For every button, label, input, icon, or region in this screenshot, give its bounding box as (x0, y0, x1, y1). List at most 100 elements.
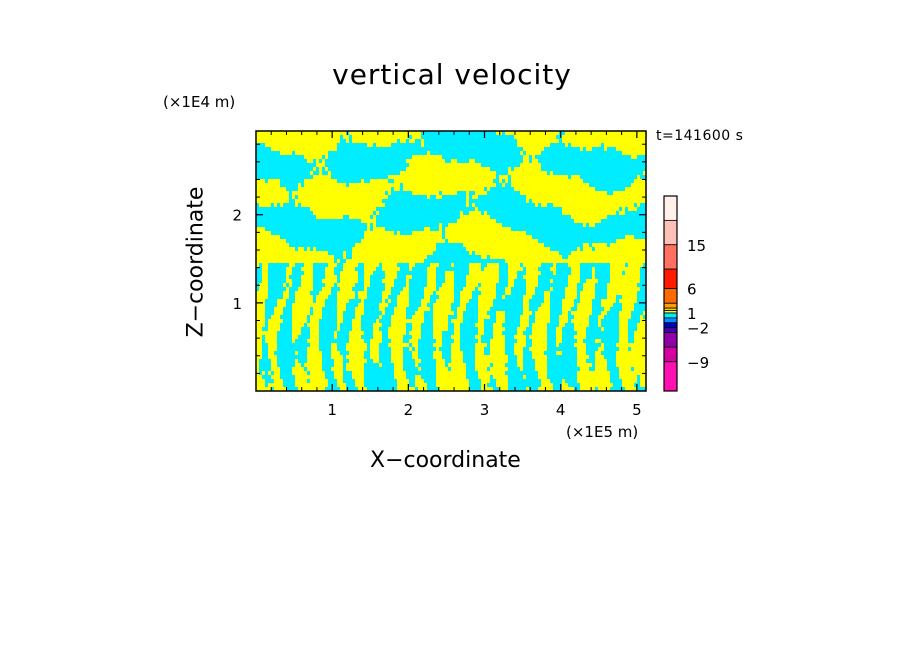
field-cell (337, 159, 341, 164)
field-cell (565, 135, 569, 140)
field-cell (580, 155, 584, 160)
field-cell (421, 227, 425, 232)
field-cell (442, 139, 446, 144)
field-cell (478, 259, 482, 264)
field-cell (394, 215, 398, 220)
field-cell (337, 275, 341, 280)
field-cell (643, 139, 646, 144)
field-cell (631, 223, 635, 228)
field-cell (298, 207, 302, 212)
field-cell (364, 163, 368, 168)
field-cell (268, 131, 272, 136)
field-cell (388, 179, 392, 184)
field-cell (334, 151, 338, 156)
field-cell (541, 219, 545, 224)
field-cell (343, 199, 347, 204)
field-cell (604, 167, 608, 172)
field-cell (364, 215, 368, 220)
field-cell (289, 259, 293, 264)
field-cell (526, 147, 530, 152)
field-cell (604, 199, 608, 204)
field-cell (523, 243, 527, 248)
field-cell (283, 263, 287, 268)
field-cell (382, 267, 386, 272)
field-cell (274, 275, 278, 280)
field-cell (499, 219, 503, 224)
field-cell (427, 199, 431, 204)
field-cell (340, 263, 344, 268)
field-cell (535, 191, 539, 196)
field-cell (565, 259, 569, 264)
field-cell (574, 179, 578, 184)
field-cell (448, 135, 452, 140)
field-cell (577, 155, 581, 160)
field-cell (349, 275, 353, 280)
field-cell (379, 187, 383, 192)
field-cell (514, 279, 518, 284)
field-cell (310, 199, 314, 204)
field-cell (553, 139, 557, 144)
field-cell (325, 251, 329, 256)
field-cell (556, 239, 560, 244)
field-cell (538, 183, 542, 188)
field-cell (352, 167, 356, 172)
field-cell (475, 259, 479, 264)
field-cell (463, 207, 467, 212)
field-cell (256, 251, 260, 256)
field-cell (514, 195, 518, 200)
field-cell (385, 275, 389, 280)
field-cell (520, 251, 524, 256)
field-cell (604, 151, 608, 156)
field-cell (610, 167, 614, 172)
field-cell (283, 275, 287, 280)
field-cell (277, 275, 281, 280)
field-cell (523, 159, 527, 164)
field-cell (334, 263, 338, 268)
field-cell (550, 279, 554, 284)
field-cell (448, 199, 452, 204)
field-cell (304, 171, 308, 176)
field-cell (598, 199, 602, 204)
field-cell (400, 159, 404, 164)
field-cell (421, 271, 425, 276)
field-cell (451, 163, 455, 168)
field-cell (532, 247, 536, 252)
field-cell (544, 163, 548, 168)
field-cell (640, 211, 644, 216)
field-cell (544, 251, 548, 256)
field-cell (568, 215, 572, 220)
field-cell (487, 171, 491, 176)
field-cell (331, 159, 335, 164)
field-cell (310, 219, 314, 224)
field-cell (475, 131, 479, 136)
field-cell (460, 239, 464, 244)
field-cell (322, 171, 326, 176)
field-cell (460, 167, 464, 172)
field-cell (268, 199, 272, 204)
field-cell (283, 227, 287, 232)
field-cell (394, 155, 398, 160)
field-cell (349, 131, 353, 136)
field-cell (304, 195, 308, 200)
field-cell (472, 275, 476, 280)
field-cell (403, 207, 407, 212)
field-cell (622, 211, 626, 216)
field-cell (346, 227, 350, 232)
field-cell (382, 167, 386, 172)
field-cell (292, 183, 296, 188)
field-cell (343, 275, 347, 280)
field-cell (514, 143, 518, 148)
field-cell (331, 171, 335, 176)
field-cell (481, 243, 485, 248)
field-cell (358, 131, 362, 136)
field-cell (421, 219, 425, 224)
field-cell (454, 215, 458, 220)
field-cell (352, 203, 356, 208)
field-cell (280, 151, 284, 156)
field-cell (505, 279, 509, 284)
field-cell (262, 183, 266, 188)
field-cell (580, 219, 584, 224)
field-cell (400, 203, 404, 208)
field-cell (622, 279, 626, 284)
field-cell (571, 207, 575, 212)
